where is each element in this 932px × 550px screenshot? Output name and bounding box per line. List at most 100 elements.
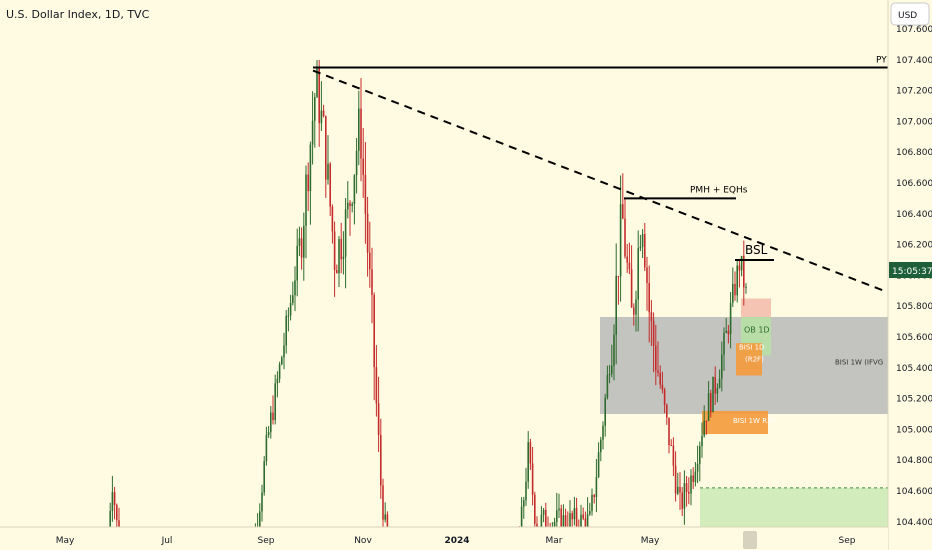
candle-body bbox=[369, 252, 371, 270]
candle-body bbox=[666, 404, 668, 418]
candle-body bbox=[582, 514, 584, 519]
candle-body bbox=[617, 276, 620, 278]
candle-body bbox=[380, 435, 382, 486]
bisi-1w-r2f-label: BISI 1W R2F bbox=[733, 417, 776, 425]
candle-body bbox=[382, 485, 384, 520]
candle-body bbox=[593, 494, 595, 498]
time-badge bbox=[889, 262, 932, 278]
x-tick-label: Jul bbox=[161, 536, 173, 546]
candle-body bbox=[305, 174, 307, 226]
candle-body bbox=[707, 393, 710, 421]
candle-body bbox=[287, 315, 290, 317]
candle-body bbox=[529, 442, 532, 464]
candle-body bbox=[648, 283, 650, 313]
candle-body bbox=[633, 307, 635, 315]
candle-body bbox=[672, 445, 675, 466]
candle-body bbox=[652, 320, 655, 346]
candle-body bbox=[366, 213, 369, 253]
candle-body bbox=[272, 412, 274, 421]
candle-body bbox=[639, 246, 642, 249]
zone-discount bbox=[700, 487, 888, 527]
candle-body bbox=[296, 245, 298, 281]
candle-body bbox=[351, 204, 353, 207]
bisi-1w-label: BISI 1W (IFVG bbox=[835, 359, 883, 367]
candle-body bbox=[611, 365, 613, 374]
candle-body bbox=[628, 262, 631, 270]
candle-body bbox=[683, 483, 686, 509]
candle-body bbox=[696, 463, 699, 472]
y-tick-label: 106.800 bbox=[896, 148, 932, 158]
y-tick-label: 106.200 bbox=[896, 241, 932, 251]
trendline-dashed bbox=[312, 69, 885, 292]
price-axis[interactable]: USD 107.600 107.400 107.200 107.000 106.800 10… bbox=[887, 0, 932, 550]
candle-body bbox=[657, 370, 659, 374]
candle-body bbox=[694, 471, 697, 482]
candle-body bbox=[375, 367, 378, 404]
candle-body bbox=[534, 494, 536, 524]
y-tick-label: 107.600 bbox=[896, 25, 932, 35]
candle-body bbox=[714, 376, 716, 394]
candle-body bbox=[604, 397, 606, 426]
candle-body bbox=[531, 463, 534, 495]
candle-body bbox=[723, 332, 725, 355]
candle-body bbox=[314, 97, 316, 121]
candle-body bbox=[743, 255, 745, 288]
candle-body bbox=[342, 256, 345, 260]
candle-body bbox=[274, 383, 276, 421]
candle-body bbox=[276, 378, 279, 384]
candle-body bbox=[303, 225, 305, 258]
y-tick-label: 105.200 bbox=[896, 395, 932, 405]
candle-body bbox=[347, 202, 349, 210]
y-tick-label: 104.800 bbox=[896, 456, 932, 466]
candle-body bbox=[562, 515, 565, 527]
candle-body bbox=[710, 393, 712, 413]
candle-body bbox=[270, 412, 272, 433]
candle-body bbox=[384, 514, 386, 520]
time-cursor-marker bbox=[743, 531, 757, 549]
candle-body bbox=[377, 403, 380, 436]
candle-body bbox=[703, 420, 705, 436]
candle-body bbox=[536, 523, 538, 527]
candle-body bbox=[111, 492, 114, 511]
candle-body bbox=[575, 508, 578, 527]
candle-body bbox=[745, 286, 747, 288]
candle-body bbox=[688, 491, 690, 494]
pyh-label: PYH bbox=[876, 56, 894, 66]
candle-body bbox=[668, 417, 670, 446]
candle-body bbox=[600, 439, 602, 453]
candle-body bbox=[597, 452, 600, 478]
candle-body bbox=[331, 206, 334, 232]
candle-body bbox=[523, 500, 525, 507]
candle-body bbox=[285, 315, 287, 346]
y-tick-label: 106.400 bbox=[896, 210, 932, 220]
candle-body bbox=[325, 116, 327, 180]
candle-body bbox=[580, 514, 582, 527]
candle-body bbox=[626, 256, 628, 263]
candle-body bbox=[371, 269, 373, 296]
candle-body bbox=[320, 110, 323, 124]
premium-zone bbox=[741, 298, 771, 317]
bisi-1d-label: BISI 1D bbox=[739, 343, 764, 351]
candle-body bbox=[265, 435, 268, 462]
candle-body bbox=[307, 174, 309, 192]
candle-body bbox=[278, 364, 281, 379]
candle-body bbox=[527, 442, 529, 482]
candle-body bbox=[118, 520, 120, 527]
candle-body bbox=[281, 357, 283, 365]
candle-body bbox=[349, 202, 351, 207]
candle-body bbox=[740, 255, 743, 271]
candle-body bbox=[553, 522, 556, 527]
pmh-label: PMH + EQHs bbox=[690, 185, 748, 195]
candle-body bbox=[360, 108, 362, 159]
time-axis[interactable]: MayJulSepNov2024MarMayJulSep bbox=[0, 526, 888, 550]
candle-body bbox=[318, 68, 320, 124]
y-tick-label: 105.800 bbox=[896, 302, 932, 312]
candle-body bbox=[338, 239, 340, 274]
candle-body bbox=[727, 330, 730, 335]
candles-layer bbox=[107, 60, 747, 528]
candle-body bbox=[646, 267, 648, 284]
candle-body bbox=[661, 384, 664, 390]
candle-body bbox=[294, 280, 296, 296]
candle-body bbox=[259, 511, 261, 527]
